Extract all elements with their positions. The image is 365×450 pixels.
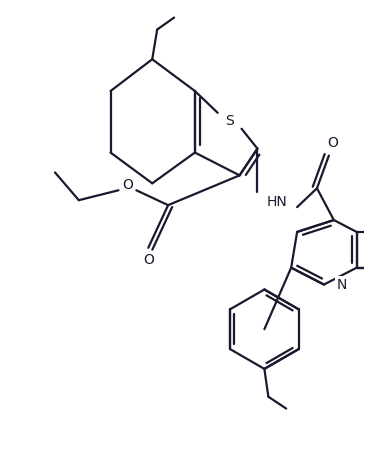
Text: S: S <box>225 114 234 128</box>
Text: O: O <box>143 253 154 267</box>
Text: O: O <box>327 135 338 150</box>
Text: HN: HN <box>267 195 288 209</box>
Text: O: O <box>122 178 133 192</box>
Text: N: N <box>337 278 347 292</box>
